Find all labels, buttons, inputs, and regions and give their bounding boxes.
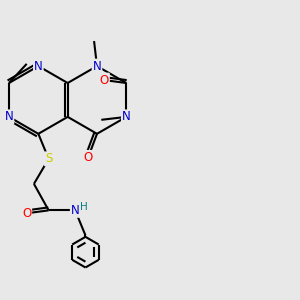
Text: N: N [93,60,101,73]
Text: N: N [34,60,43,73]
Text: O: O [100,74,109,87]
Text: O: O [83,151,93,164]
Text: N: N [122,110,131,123]
Text: N: N [71,204,80,217]
Text: N: N [5,110,14,123]
Text: H: H [80,202,87,212]
Text: O: O [22,207,31,220]
Text: S: S [45,152,52,165]
